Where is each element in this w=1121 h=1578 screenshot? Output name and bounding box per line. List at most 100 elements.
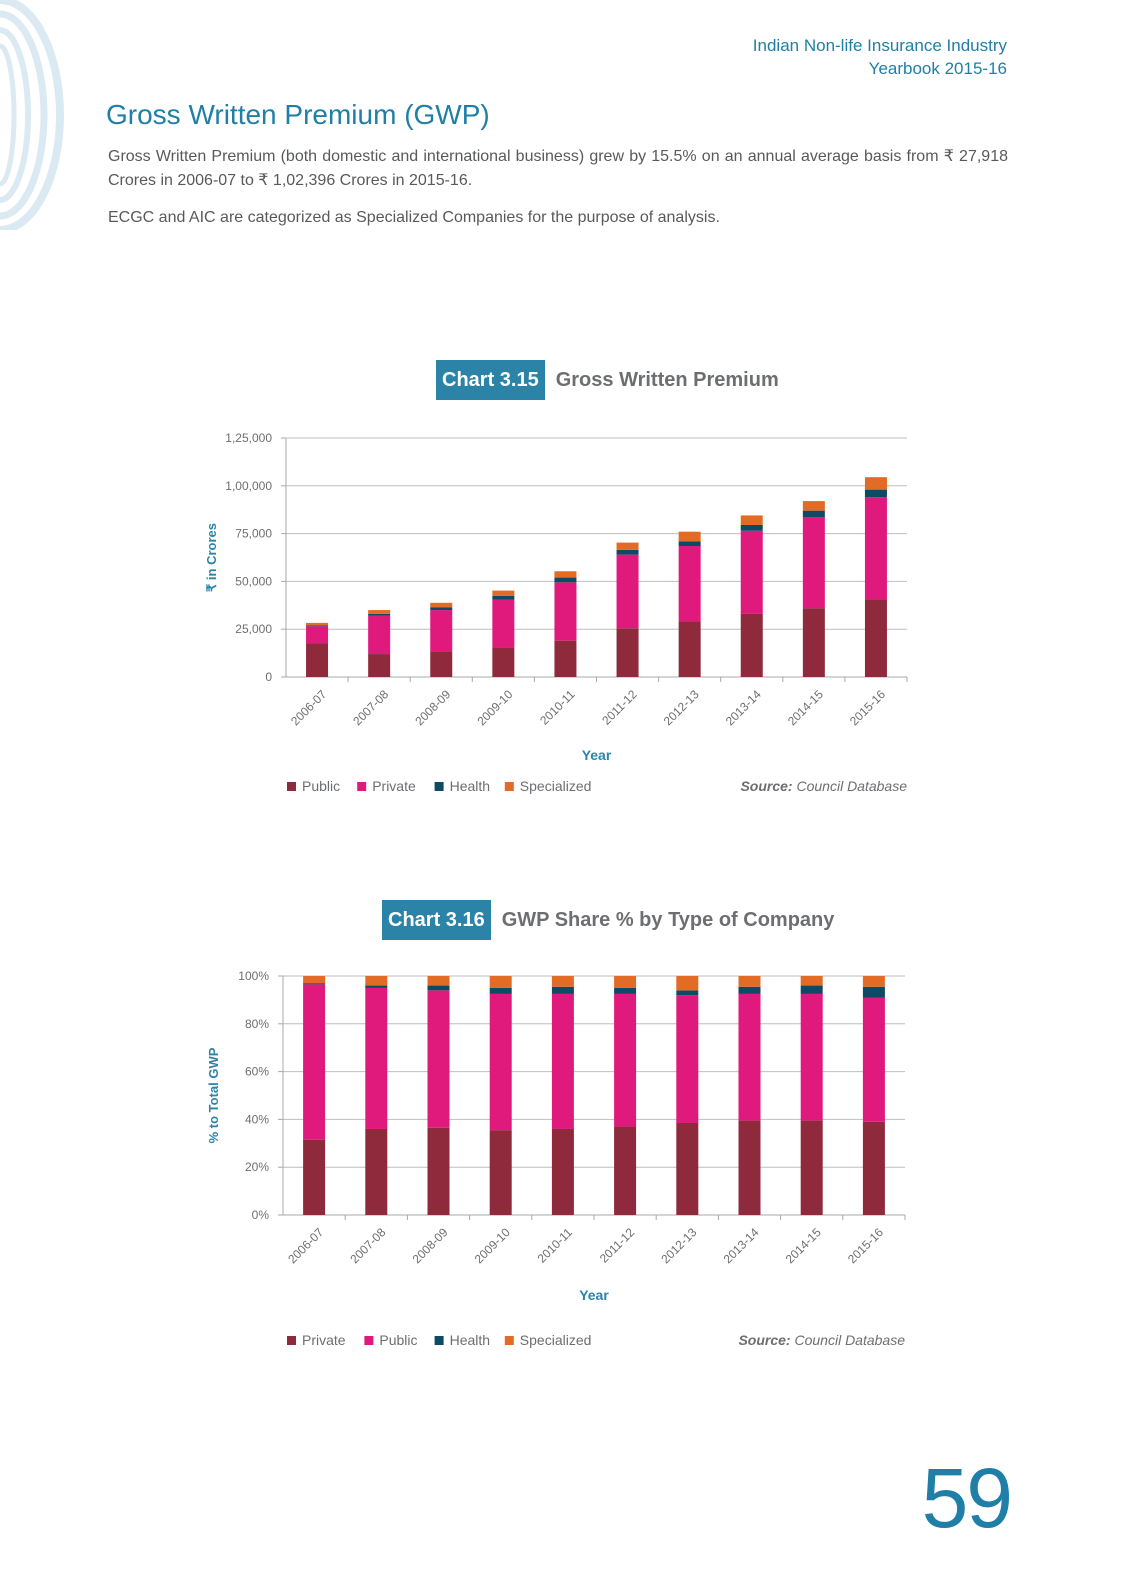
note-paragraph: ECGC and AIC are categorized as Speciali… (108, 209, 720, 226)
bar-specialized-2008-09 (430, 602, 453, 608)
bar-public-2010-11 (554, 640, 577, 677)
legend-swatch-specialized (504, 782, 514, 791)
legend-label-public: Public (379, 1332, 417, 1348)
bar-private-2015-16 (864, 497, 887, 600)
bar-health-2010-11 (551, 986, 574, 994)
bar-public-2014-15 (802, 608, 825, 677)
bar-private-2011-12 (614, 1126, 637, 1215)
bar-health-2011-12 (616, 549, 639, 555)
y-tick-label: 50,000 (235, 574, 272, 588)
bar-private-2007-08 (368, 615, 391, 655)
legend-label-health: Health (450, 1332, 490, 1348)
y-axis-label: ₹ in Crores (204, 523, 219, 592)
bar-public-2007-08 (368, 654, 391, 677)
bar-health-2006-07 (303, 983, 326, 985)
chart2-title: GWP Share % by Type of Company (501, 908, 835, 931)
x-tick-label: 2013-14 (721, 1225, 762, 1266)
bar-public-2013-14 (740, 613, 763, 677)
bar-private-2010-11 (554, 582, 577, 641)
bar-public-2006-07 (303, 984, 326, 1140)
y-tick-label: 75,000 (235, 527, 272, 541)
bar-health-2011-12 (614, 987, 637, 994)
x-tick-label: 2013-14 (723, 687, 764, 728)
legend-swatch-health (434, 782, 444, 791)
bar-health-2010-11 (554, 577, 577, 583)
bar-health-2007-08 (365, 985, 388, 988)
legend-swatch-private (287, 1336, 296, 1345)
source-text: Council Database (796, 778, 907, 794)
legend-swatch-health (434, 1336, 444, 1345)
bar-public-2011-12 (616, 628, 639, 677)
bar-private-2014-15 (802, 517, 825, 609)
x-axis-label: Year (582, 747, 612, 763)
bar-public-2011-12 (614, 993, 637, 1127)
bar-private-2012-13 (678, 546, 701, 622)
bar-public-2006-07 (306, 643, 329, 677)
page-header: Indian Non-life Insurance Industry Yearb… (753, 34, 1007, 80)
y-tick-label: 20% (245, 1160, 269, 1174)
bar-private-2013-14 (740, 530, 763, 614)
chart1-title: Gross Written Premium (555, 368, 779, 391)
bar-private-2008-09 (427, 1127, 450, 1215)
legend-label-private: Private (372, 778, 416, 794)
bar-public-2012-13 (678, 621, 701, 677)
bar-health-2009-10 (492, 595, 515, 600)
bar-public-2010-11 (551, 993, 574, 1129)
x-axis-label: Year (579, 1287, 609, 1303)
bar-public-2015-16 (862, 997, 885, 1122)
y-tick-label: 40% (245, 1112, 269, 1126)
decorative-arcs (0, 0, 64, 230)
bar-private-2009-10 (489, 1130, 512, 1215)
bar-public-2008-09 (427, 990, 450, 1128)
x-tick-label: 2006-07 (288, 687, 329, 728)
x-tick-label: 2009-10 (474, 687, 515, 728)
y-tick-label: 60% (245, 1065, 269, 1079)
bar-private-2012-13 (676, 1122, 699, 1215)
source-note: Source: Council Database (740, 778, 907, 794)
y-tick-label: 1,25,000 (225, 431, 272, 445)
legend-label-specialized: Specialized (520, 1332, 592, 1348)
x-tick-label: 2011-12 (599, 687, 640, 728)
bar-private-2009-10 (492, 599, 515, 648)
bar-public-2015-16 (864, 599, 887, 677)
y-tick-label: 25,000 (235, 622, 272, 636)
bar-public-2013-14 (738, 993, 761, 1121)
y-tick-label: 1,00,000 (225, 479, 272, 493)
bar-specialized-2009-10 (489, 976, 512, 988)
chart1-number: Chart 3.15 (436, 360, 545, 400)
bar-private-2014-15 (800, 1120, 823, 1215)
bar-specialized-2007-08 (365, 976, 388, 986)
legend-swatch-specialized (504, 1336, 514, 1345)
bar-specialized-2014-15 (802, 501, 825, 511)
bar-health-2006-07 (306, 625, 329, 627)
gwp-stacked-bar-chart: 0 25,000 50,000 75,000 1,00,000 1,25,000 2006-… (204, 431, 908, 794)
bar-specialized-2015-16 (864, 477, 887, 490)
x-tick-label: 2015-16 (847, 687, 888, 728)
bar-specialized-2010-11 (554, 571, 577, 578)
legend-label-specialized: Specialized (520, 778, 592, 794)
bar-specialized-2012-13 (676, 976, 699, 991)
bar-health-2014-15 (800, 985, 823, 994)
bar-public-2007-08 (365, 987, 388, 1129)
bar-health-2015-16 (864, 489, 887, 498)
bar-health-2013-14 (740, 524, 763, 531)
bar-private-2015-16 (862, 1121, 885, 1215)
header-line1: Indian Non-life Insurance Industry (752, 36, 1007, 55)
x-tick-label: 2014-15 (785, 687, 826, 728)
bar-public-2008-09 (430, 651, 453, 677)
bar-specialized-2013-14 (738, 976, 761, 987)
section-title: Gross Written Premium (GWP) (106, 99, 490, 130)
x-tick-label: 2012-13 (658, 1225, 699, 1266)
bar-private-2010-11 (551, 1128, 574, 1215)
bar-specialized-2015-16 (862, 976, 885, 987)
legend-label-public: Public (302, 778, 340, 794)
bar-private-2006-07 (303, 1139, 326, 1215)
bar-health-2013-14 (738, 986, 761, 994)
bar-health-2012-13 (678, 541, 701, 547)
bar-specialized-2009-10 (492, 590, 515, 596)
bar-health-2008-09 (427, 985, 450, 991)
x-tick-label: 2009-10 (472, 1225, 513, 1266)
source-label: Source: (740, 778, 796, 794)
bar-public-2014-15 (800, 993, 823, 1121)
legend-swatch-private (357, 782, 367, 791)
